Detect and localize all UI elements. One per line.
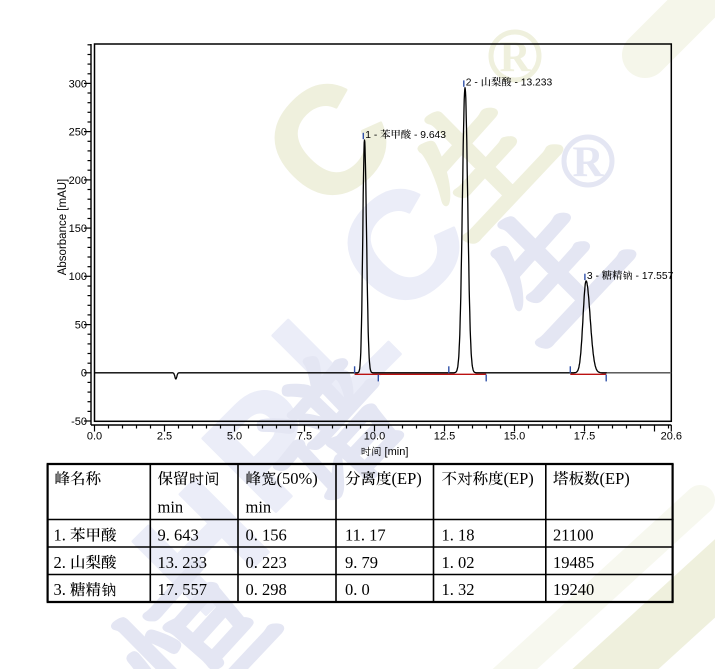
svg-text:300: 300 xyxy=(69,78,87,90)
svg-text:13. 233: 13. 233 xyxy=(158,553,208,572)
svg-text:0. 156: 0. 156 xyxy=(246,526,287,545)
svg-text:0. 298: 0. 298 xyxy=(246,580,287,599)
svg-text:2.5: 2.5 xyxy=(157,431,172,443)
svg-text:9. 643: 9. 643 xyxy=(158,526,199,545)
svg-text:100: 100 xyxy=(69,271,87,283)
svg-text:20.6: 20.6 xyxy=(661,431,682,443)
svg-text:2 -: 2 - xyxy=(466,78,481,89)
svg-text:min: min xyxy=(246,498,272,517)
svg-text:- 9.643: - 9.643 xyxy=(411,130,446,141)
svg-text:17. 557: 17. 557 xyxy=(158,580,208,599)
svg-text:10.0: 10.0 xyxy=(364,431,385,443)
svg-text:0.0: 0.0 xyxy=(87,431,102,443)
svg-text:12.5: 12.5 xyxy=(434,431,455,443)
svg-text:19485: 19485 xyxy=(553,553,594,572)
svg-text:5.0: 5.0 xyxy=(227,431,242,443)
svg-text:1. 02: 1. 02 xyxy=(442,553,475,572)
svg-text:1. 18: 1. 18 xyxy=(442,526,475,545)
svg-text:Absorbance [mAU]: Absorbance [mAU] xyxy=(57,179,69,276)
svg-text:9. 79: 9. 79 xyxy=(345,553,378,572)
svg-text:(EP): (EP) xyxy=(392,469,422,488)
svg-text:50: 50 xyxy=(75,320,87,332)
svg-text:R: R xyxy=(572,139,604,186)
svg-text:3 -: 3 - xyxy=(587,271,602,282)
svg-text:3.: 3. xyxy=(54,580,71,599)
svg-text:min: min xyxy=(158,498,184,517)
svg-text:200: 200 xyxy=(69,175,87,187)
svg-text:-50: -50 xyxy=(71,416,87,428)
svg-text:17.5: 17.5 xyxy=(574,431,595,443)
svg-text:15.0: 15.0 xyxy=(504,431,525,443)
svg-text:R: R xyxy=(499,34,531,81)
svg-text:7.5: 7.5 xyxy=(297,431,312,443)
svg-text:- 17.557: - 17.557 xyxy=(633,271,674,282)
svg-text:(50%): (50%) xyxy=(277,469,318,488)
svg-text:0. 223: 0. 223 xyxy=(246,553,287,572)
svg-text:0. 0: 0. 0 xyxy=(345,580,370,599)
svg-text:(EP): (EP) xyxy=(600,469,630,488)
svg-text:(EP): (EP) xyxy=(504,469,534,488)
svg-text:1.: 1. xyxy=(54,526,71,545)
svg-text:19240: 19240 xyxy=(553,580,594,599)
svg-text:1. 32: 1. 32 xyxy=(442,580,475,599)
svg-text:250: 250 xyxy=(69,127,87,139)
svg-text:[min]: [min] xyxy=(382,446,409,458)
svg-text:- 13.233: - 13.233 xyxy=(512,78,553,89)
svg-text:150: 150 xyxy=(69,223,87,235)
svg-text:2.: 2. xyxy=(54,553,71,572)
svg-text:0: 0 xyxy=(81,368,87,380)
svg-text:11. 17: 11. 17 xyxy=(345,526,386,545)
svg-text:1 -: 1 - xyxy=(365,130,380,141)
svg-text:21100: 21100 xyxy=(553,526,594,545)
